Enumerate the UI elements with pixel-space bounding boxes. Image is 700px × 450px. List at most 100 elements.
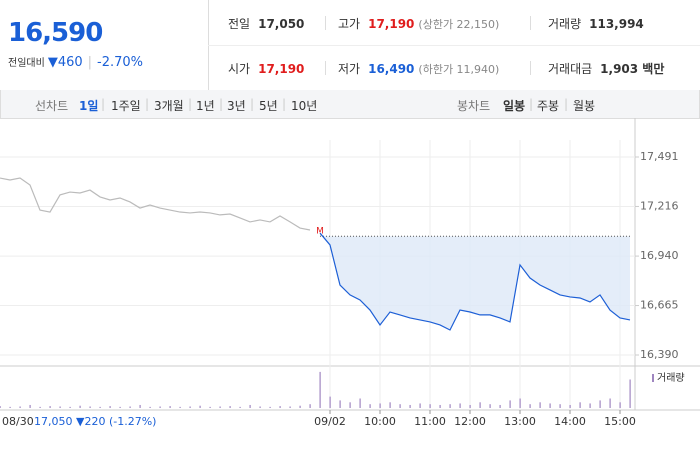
volume-bar — [49, 406, 51, 408]
tab[interactable]: 5년 — [259, 99, 278, 113]
stat-label: 시가 — [228, 62, 251, 76]
quote: 16,590 전일대비 ▼460 | -2.70% — [0, 0, 209, 90]
y-tick-label: 16,665 — [640, 299, 679, 312]
volume-bar — [79, 405, 81, 408]
stat-label: 전일 — [228, 17, 251, 31]
y-tick-label: 16,940 — [640, 249, 679, 262]
tab[interactable]: 3개월 — [154, 99, 184, 113]
stat: 시가 17,190 — [228, 60, 304, 77]
volume-bar — [359, 398, 361, 408]
stat-value: 17,190 — [258, 62, 305, 76]
volume-bar — [479, 402, 481, 408]
stat-note: (상한가 22,150) — [418, 18, 500, 31]
volume-bar — [179, 406, 181, 408]
volume-bar — [459, 403, 461, 408]
volume-bar — [549, 403, 551, 408]
x-tick-label: 13:00 — [504, 415, 536, 428]
info-panel: 16,590 전일대비 ▼460 | -2.70% 전일 17,050 고가 17,190… — [0, 0, 700, 91]
stat-label: 거래대금 — [548, 62, 593, 76]
volume-bar — [499, 404, 501, 408]
stat-value: 113,994 — [589, 17, 644, 31]
area — [320, 233, 630, 331]
volume-bar — [99, 406, 101, 408]
volume-bar — [69, 406, 71, 408]
volume-bar — [319, 371, 321, 408]
volume-bar — [269, 406, 271, 408]
volume-bar — [9, 406, 11, 408]
volume-bar — [19, 406, 21, 408]
stat-note: (하한가 11,940) — [418, 63, 500, 76]
stat: 저가 16,490 (하한가 11,940) — [338, 60, 499, 77]
x-tick-label: 12:00 — [454, 415, 486, 428]
stat: 고가 17,190 (상한가 22,150) — [338, 15, 499, 32]
volume-bar — [349, 402, 351, 408]
x-tick-label: 14:00 — [554, 415, 586, 428]
legend-label: 거래량 — [657, 372, 685, 384]
volume-bar — [169, 406, 171, 408]
volume-bar — [329, 396, 331, 408]
stat-value: 16,490 — [368, 62, 415, 76]
volume-bar — [339, 400, 341, 408]
tab[interactable]: 월봉 — [573, 99, 596, 113]
volume-bar — [289, 406, 291, 408]
change: 전일대비 ▼460 | -2.70% — [8, 55, 144, 70]
stat-label: 저가 — [338, 62, 361, 76]
tab[interactable]: 1주일 — [111, 99, 141, 113]
volume-bar — [509, 400, 511, 408]
x-tick-label: 15:00 — [604, 415, 636, 428]
stat-value: 17,190 — [368, 17, 415, 31]
volume-bar — [0, 406, 1, 408]
volume-bar — [409, 404, 411, 408]
volume-bar — [489, 404, 491, 408]
volume-bar — [629, 379, 631, 408]
volume-bar — [239, 406, 241, 408]
tab[interactable]: 주봉 — [537, 99, 560, 113]
volume-bar — [219, 406, 221, 408]
volume-bar — [429, 404, 431, 408]
period-tabs: 선차트 1일 | 1주일 | 3개월 | 1년 | 3년 | 5년 | 10년 … — [0, 90, 700, 119]
stat: 전일 17,050 — [228, 15, 304, 32]
volume-bar — [119, 406, 121, 408]
tab[interactable]: 일봉 — [503, 99, 526, 113]
stat-value: 1,903 백만 — [600, 62, 665, 76]
x-tick-label: 10:00 — [364, 415, 396, 428]
y-tick-label: 16,390 — [640, 348, 679, 361]
volume-bar — [419, 403, 421, 408]
price: 16,590 — [8, 18, 103, 48]
volume-bar — [599, 400, 601, 408]
volume-bar — [569, 404, 571, 408]
volume-bar — [389, 402, 391, 408]
volume-bar — [259, 406, 261, 408]
volume-bar — [159, 406, 161, 408]
tab[interactable]: 3년 — [227, 99, 246, 113]
stat-label: 고가 — [338, 17, 361, 31]
volume-bar — [189, 406, 191, 408]
y-tick-label: 17,491 — [640, 150, 679, 163]
volume-bar — [449, 404, 451, 408]
footer-close: 17,050 — [34, 415, 73, 428]
volume-bar — [559, 404, 561, 408]
volume-bar — [529, 404, 531, 408]
volume-bar — [299, 405, 301, 408]
tab[interactable]: 1년 — [196, 99, 215, 113]
stat: 거래량 113,994 — [548, 15, 644, 32]
footer-change: ▼220 (-1.27%) — [76, 415, 156, 428]
volume-bar — [579, 402, 581, 408]
volume-bar — [399, 404, 401, 408]
volume-bar — [469, 404, 471, 408]
volume-bar — [379, 403, 381, 408]
tab-group-label: 봉차트 — [457, 99, 491, 113]
volume-bar — [519, 398, 521, 408]
x-tick-label: 09/02 — [314, 415, 346, 428]
change-pct: -2.70% — [97, 55, 144, 70]
volume-bar — [89, 406, 91, 408]
tab[interactable]: 1일 — [79, 99, 99, 113]
volume-bar — [59, 406, 61, 408]
volume-bar — [149, 406, 151, 408]
volume-bar — [609, 398, 611, 408]
tab[interactable]: 10년 — [291, 99, 318, 113]
volume-bar — [279, 406, 281, 408]
y-tick-label: 17,216 — [640, 199, 679, 212]
volume-bar — [29, 404, 31, 408]
